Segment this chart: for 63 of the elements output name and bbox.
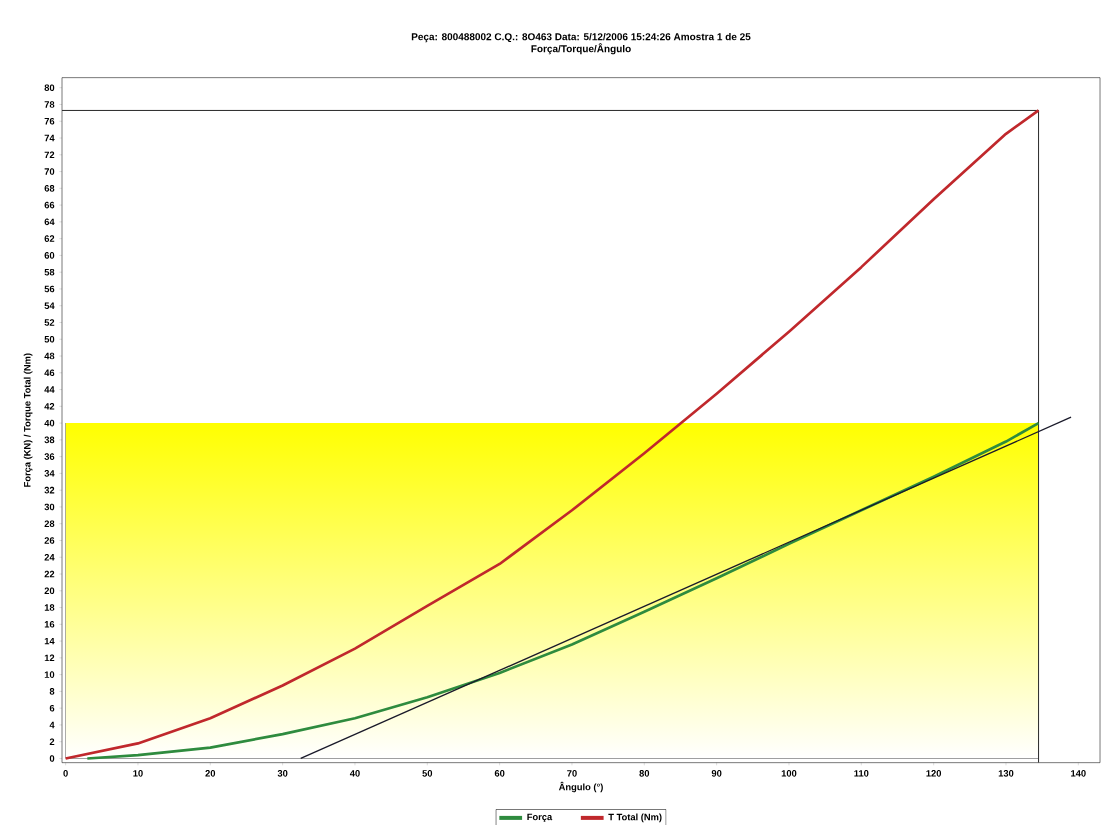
x-tick-label: 140 <box>1071 770 1086 777</box>
y-tick-label: 74 <box>44 134 55 142</box>
y-tick-label: 8 <box>49 688 55 695</box>
x-tick-label: 20 <box>205 770 216 777</box>
y-tick-label: 44 <box>44 386 55 393</box>
y-tick-label: 58 <box>44 268 55 276</box>
y-tick-label: 10 <box>44 671 55 678</box>
y-axis-title: Força (KN) / Torque Total (Nm) <box>23 353 33 487</box>
chart-title: Peça: 800488002 C.Q.: 8O463 Data: 5/12/2006 15:24:26 Amostra 1 de 25 <box>411 32 751 43</box>
x-tick-label: 90 <box>711 770 722 777</box>
y-tick-label: 4 <box>49 721 55 729</box>
y-tick-label: 32 <box>44 486 55 494</box>
y-tick-label: 14 <box>44 637 55 645</box>
x-axis-title: Ângulo (°) <box>558 781 603 793</box>
y-tick-label: 24 <box>44 554 55 561</box>
y-tick-label: 36 <box>44 453 55 460</box>
y-tick-label: 66 <box>44 201 55 209</box>
y-tick-label: 12 <box>44 654 55 662</box>
y-tick-label: 2 <box>49 738 55 745</box>
x-tick-label: 50 <box>422 770 433 777</box>
y-tick-label: 80 <box>44 84 55 92</box>
y-tick-label: 6 <box>49 704 55 712</box>
y-tick-label: 40 <box>44 419 55 427</box>
y-tick-label: 22 <box>44 570 55 578</box>
y-tick-label: 28 <box>44 520 55 528</box>
y-tick-label: 52 <box>44 319 55 326</box>
y-tick-label: 76 <box>44 117 55 125</box>
y-tick-label: 20 <box>44 587 55 595</box>
x-tick-label: 100 <box>781 770 797 777</box>
y-tick-label: 68 <box>44 185 55 192</box>
x-tick-label: 0 <box>63 770 68 777</box>
y-tick-label: 64 <box>44 218 55 226</box>
x-tick-label: 10 <box>133 770 143 777</box>
x-tick-label: 80 <box>639 770 650 777</box>
legend-label: T Total (Nm) <box>608 813 662 823</box>
y-tick-label: 38 <box>44 436 55 444</box>
y-tick-label: 72 <box>44 151 55 159</box>
legend-label: Força <box>527 813 553 823</box>
x-tick-label: 110 <box>854 770 869 777</box>
y-tick-label: 18 <box>44 604 55 611</box>
y-tick-label: 62 <box>44 235 55 242</box>
x-tick-label: 120 <box>926 770 942 777</box>
y-tick-label: 26 <box>44 537 55 544</box>
y-tick-label: 54 <box>44 302 55 309</box>
y-tick-label: 56 <box>44 285 55 293</box>
y-tick-label: 78 <box>44 101 55 108</box>
x-tick-label: 30 <box>277 770 288 777</box>
y-tick-label: 34 <box>44 470 55 477</box>
y-tick-label: 0 <box>49 755 55 762</box>
y-tick-label: 70 <box>44 168 55 175</box>
line-series <box>64 109 1040 760</box>
chart-subtitle: Força/Torque/Ângulo <box>531 43 631 55</box>
y-tick-label: 16 <box>44 621 55 628</box>
y-tick-label: 50 <box>44 335 55 343</box>
y-tick-label: 30 <box>44 503 55 511</box>
y-tick-label: 60 <box>44 252 55 259</box>
y-tick-label: 48 <box>44 352 55 360</box>
x-tick-label: 60 <box>494 770 505 777</box>
x-tick-label: 40 <box>349 770 360 777</box>
y-tick-label: 46 <box>44 369 55 377</box>
x-tick-label: 70 <box>567 770 577 777</box>
y-tick-label: 42 <box>44 403 55 410</box>
x-tick-label: 130 <box>998 770 1014 777</box>
